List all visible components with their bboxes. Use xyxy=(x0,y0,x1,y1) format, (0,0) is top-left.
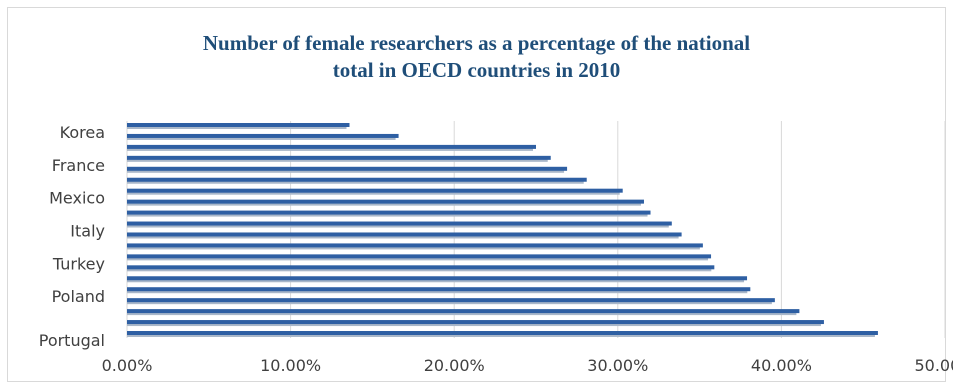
bar xyxy=(127,265,715,270)
bar-shadow xyxy=(127,191,620,195)
x-tick-label: 20.00% xyxy=(424,356,485,375)
bar-shadow xyxy=(127,126,347,129)
bar xyxy=(127,166,568,171)
bar-shadow xyxy=(127,235,679,239)
chart-title: Number of female researchers as a percen… xyxy=(0,30,953,84)
bar-shadow xyxy=(127,290,748,294)
y-axis-category-labels: Korea France Mexico Italy Turkey Poland Portug… xyxy=(39,123,105,350)
bar xyxy=(127,210,651,215)
bar-shadow xyxy=(127,312,797,316)
bar-shadow xyxy=(127,180,584,184)
bar-shadow xyxy=(127,279,745,283)
x-axis-tick-labels: 0.00% 10.00% 20.00% 30.00% 40.00% 50.00% xyxy=(102,356,953,375)
bar-shadow xyxy=(127,301,772,305)
bar-shadow xyxy=(127,246,700,250)
bar xyxy=(127,320,824,325)
bar xyxy=(127,133,399,138)
bar xyxy=(127,177,587,182)
bar-shadow xyxy=(127,334,875,337)
y-category-label: France xyxy=(52,156,105,175)
bar xyxy=(127,221,672,226)
bar xyxy=(127,199,644,204)
bar xyxy=(127,123,350,127)
bar-shadow xyxy=(127,169,565,173)
bar xyxy=(127,287,751,292)
y-category-label: Portugal xyxy=(39,331,105,350)
bar xyxy=(127,331,878,335)
y-category-label: Italy xyxy=(70,222,105,241)
bar xyxy=(127,144,536,149)
bar-shadow xyxy=(127,136,396,140)
x-tick-label: 50.00% xyxy=(914,356,953,375)
bar-shadow xyxy=(127,323,821,327)
bar xyxy=(127,309,800,314)
bar-shadow xyxy=(127,158,548,162)
chart-title-line-1: Number of female researchers as a percen… xyxy=(202,31,751,55)
x-tick-label: 30.00% xyxy=(587,356,648,375)
bar-shadow xyxy=(127,213,648,217)
bar xyxy=(127,155,551,160)
bar xyxy=(127,188,623,193)
y-category-label: Korea xyxy=(60,123,105,142)
bar xyxy=(127,298,775,303)
x-tick-label: 0.00% xyxy=(102,356,153,375)
bar xyxy=(127,232,682,237)
x-tick-label: 10.00% xyxy=(260,356,321,375)
y-category-label: Mexico xyxy=(49,189,105,208)
chart-title-line-2: total in OECD countries in 2010 xyxy=(332,58,621,82)
bar-shadow xyxy=(127,224,669,228)
bar-shadow xyxy=(127,147,533,151)
bars xyxy=(127,123,878,337)
bar-shadow xyxy=(127,202,641,206)
y-category-label: Turkey xyxy=(52,254,105,273)
bar-shadow xyxy=(127,257,709,261)
bar xyxy=(127,254,712,259)
bar-shadow xyxy=(127,268,712,272)
gridlines xyxy=(126,121,946,338)
bar xyxy=(127,243,703,248)
bar xyxy=(127,276,748,281)
x-tick-label: 40.00% xyxy=(751,356,812,375)
y-category-label: Poland xyxy=(52,287,105,306)
